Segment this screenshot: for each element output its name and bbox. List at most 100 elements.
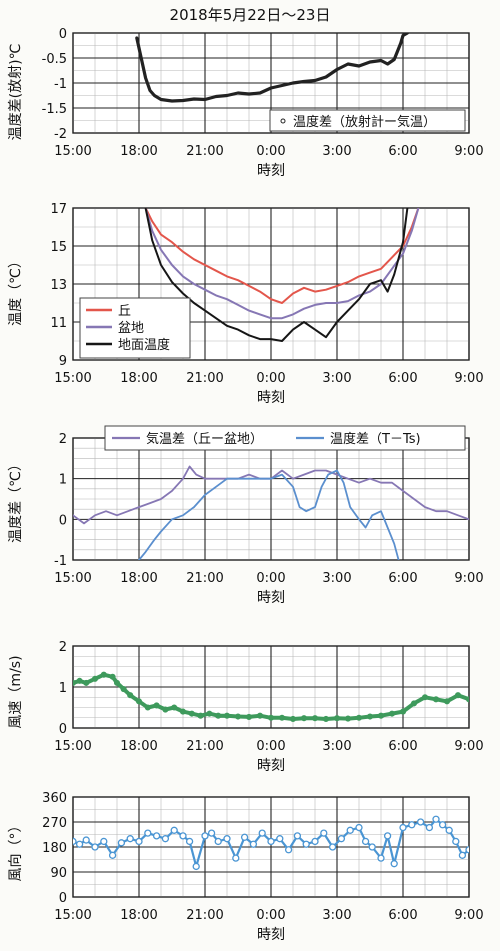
data-point [465,696,469,703]
x-tick-label: 18:00 [120,144,157,159]
data-point [207,829,216,837]
data-point [311,715,319,722]
data-point [311,837,319,846]
y-tick-label: 15 [50,240,67,255]
legend-label: 温度差（放射計ー気温） [293,114,436,130]
data-point [215,712,222,719]
x-tick-label: 9:00 [454,371,483,386]
y-tick-label: -2 [54,127,67,142]
x-tick-label: 18:00 [120,908,157,923]
x-axis-label: 時刻 [257,758,285,774]
data-point [188,710,195,717]
y-tick-label: 270 [42,816,67,831]
x-tick-label: 6:00 [388,371,417,386]
legend-label: 盆地 [118,321,144,336]
data-point [144,829,152,837]
data-point [383,832,392,840]
y-tick-label: 11 [50,316,67,331]
x-tick-label: 21:00 [186,571,223,586]
data-point [344,715,352,722]
data-point [377,854,385,862]
x-tick-label: 6:00 [388,144,417,159]
data-point [144,704,151,711]
data-point [109,673,116,680]
data-point [153,702,160,709]
data-point [452,837,460,846]
difference-chart: 15:00 18:00 21:00 0:00 3:00 6:00 9:00 2 1 0 -1 時刻 温度… [8,425,484,606]
data-point [337,835,346,843]
y-tick-label: 360 [42,791,67,806]
data-point [249,840,258,848]
data-point [171,704,178,711]
series-line [144,208,409,342]
data-point [201,832,209,840]
x-tick-label: 21:00 [186,908,223,923]
data-point [108,851,117,859]
data-point [366,713,374,720]
legend-label: 丘 [118,304,131,319]
y-tick-label: -0.5 [42,52,67,67]
data-point [232,854,240,862]
data-point [300,715,308,722]
y-tick-label: 1 [59,681,67,696]
data-point [256,712,264,719]
data-point [346,826,354,834]
data-point [267,714,275,721]
data-point [421,694,429,701]
data-point [75,840,84,848]
x-tick-label: 18:00 [120,571,157,586]
x-tick-label: 3:00 [322,144,351,159]
y-tick-label: 2 [59,432,67,447]
x-tick-label: 21:00 [186,371,223,386]
data-point [390,860,398,868]
data-point [289,715,297,723]
y-tick-label: 17 [50,202,67,217]
x-tick-label: 0:00 [256,571,285,586]
y-axis-label: 温度差(放射)℃ [8,44,24,141]
data-point [284,846,293,854]
x-tick-label: 0:00 [256,144,285,159]
x-tick-label: 3:00 [322,739,351,754]
y-tick-label: 13 [50,278,67,293]
data-point [438,821,447,829]
data-point [192,862,200,871]
legend-label: 地面温度 [118,337,170,353]
x-axis-label: 時刻 [257,163,285,179]
data-point [458,851,467,859]
x-tick-label: 6:00 [388,571,417,586]
data-point [240,833,249,841]
data-point [454,692,462,699]
data-point [113,679,121,686]
data-point [416,818,425,826]
y-tick-label: 90 [50,866,67,881]
legend-label: 温度差（T－Ts) [330,431,421,447]
legend-marker [280,118,286,124]
x-tick-label: 0:00 [256,908,285,923]
data-point [443,698,451,705]
x-axis-label: 時刻 [257,590,285,606]
data-point [126,835,134,843]
data-point [214,837,222,846]
data-point [399,823,407,832]
y-axis-label: 温度（℃） [8,254,24,326]
data-point [465,846,469,854]
data-point [223,835,231,843]
x-tick-label: 3:00 [322,571,351,586]
data-point [267,837,275,846]
data-point [322,715,330,723]
wind-speed-chart: 15:00 18:00 21:00 0:00 3:00 6:00 9:00 2 1 0 時刻 風速（m… [8,640,484,774]
y-tick-label: -1 [54,554,67,569]
data-point [425,823,434,832]
data-point [91,675,99,682]
data-point [432,696,440,703]
data-point [179,832,187,840]
y-tick-label: 180 [42,841,67,856]
x-tick-label: 15:00 [54,144,91,159]
x-tick-label: 6:00 [388,908,417,923]
data-point [223,712,231,719]
data-point [328,843,337,851]
page-title: 2018年5月22日～23日 [169,6,331,24]
x-tick-label: 15:00 [54,908,91,923]
legend-label: 気温差（丘ー盆地） [146,431,263,447]
